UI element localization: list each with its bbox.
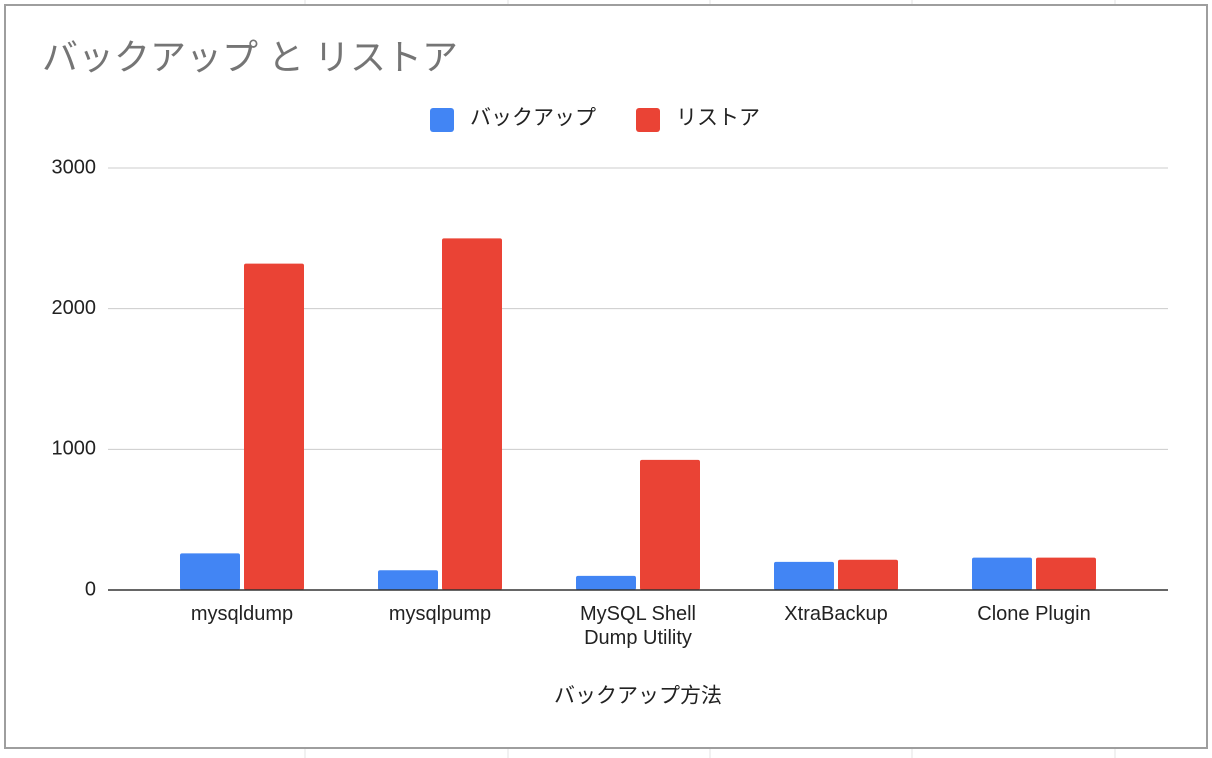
bar — [244, 263, 304, 590]
legend-swatch — [636, 108, 660, 132]
bar — [180, 553, 240, 590]
bar — [378, 570, 438, 590]
x-tick-label: mysqldump — [190, 603, 294, 625]
y-tick-label: 3000 — [52, 156, 97, 178]
bar — [972, 557, 1032, 590]
x-tick-label: XtraBackup — [784, 603, 888, 625]
y-tick-label: 2000 — [52, 297, 97, 319]
y-tick-label: 1000 — [52, 438, 97, 460]
x-tick-label: mysqlpump — [388, 603, 492, 625]
legend-label: リストア — [676, 107, 760, 130]
x-tick-label: Clone Plugin — [977, 603, 1091, 625]
x-tick-label: MySQL Shell Dump Utility — [580, 603, 696, 649]
bar — [774, 561, 834, 590]
legend-label: バックアップ — [470, 107, 596, 130]
y-tick-label: 0 — [85, 578, 96, 600]
x-axis-title: バックアップ方法 — [554, 685, 722, 708]
bar — [1036, 557, 1096, 590]
chart-frame — [4, 4, 1208, 749]
bar — [442, 238, 502, 591]
bar — [640, 459, 700, 590]
chart-title: バックアップ と リストア — [42, 37, 458, 78]
bar — [576, 575, 636, 590]
legend-swatch — [430, 108, 454, 132]
bar — [838, 559, 898, 590]
